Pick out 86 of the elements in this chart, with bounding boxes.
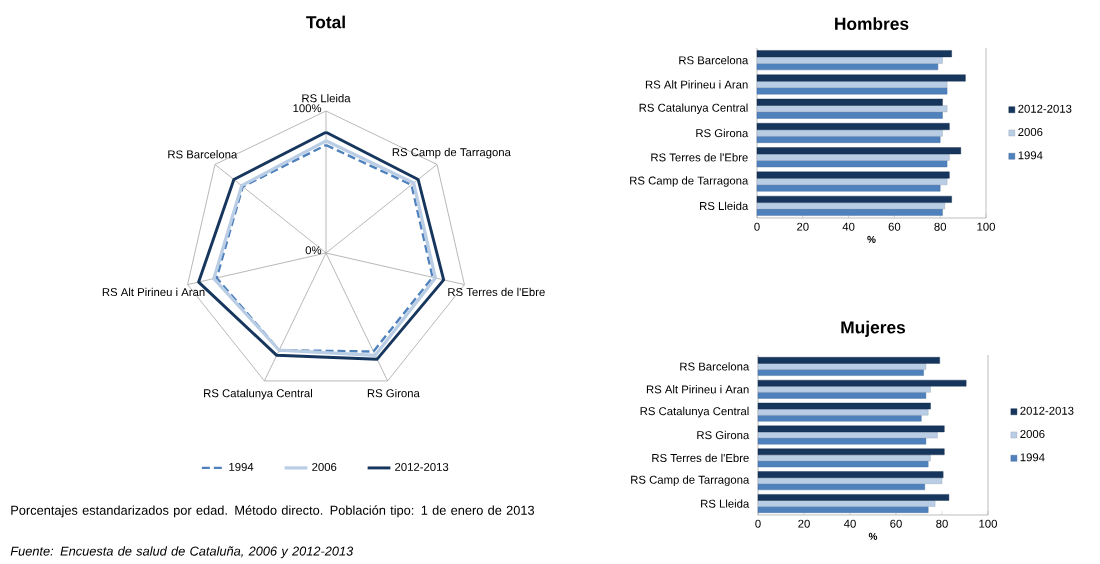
y-tick-label: RS Catalunya Central (639, 103, 748, 114)
bar (756, 160, 948, 168)
x-tick-label: 100 (977, 222, 995, 231)
x-axis-title: % (868, 532, 878, 540)
source-note: Fuente: Encuesta de salud de Cataluña, 2006 y 2012-2013 (10, 546, 354, 559)
legend-label: 2012-2013 (1020, 406, 1074, 415)
bar (757, 454, 931, 462)
bar (757, 408, 929, 416)
spoke-label: RS Terres de l'Ebre (448, 287, 545, 297)
bar (757, 357, 940, 364)
spoke-label: RS Girona (367, 388, 420, 398)
spoke-label: RS Lleida (302, 93, 351, 103)
bar (757, 437, 927, 445)
y-tick-label: 100% (293, 104, 322, 113)
legend-label: 2012-2013 (395, 462, 449, 471)
y-tick-label: 0% (305, 246, 322, 255)
bar (756, 50, 952, 58)
legend-label: 1994 (1020, 453, 1045, 462)
bar (757, 494, 950, 501)
x-tick-label: 100 (979, 519, 997, 528)
x-tick-label: 60 (890, 519, 902, 528)
bar (757, 431, 938, 439)
x-axis-title: % (867, 235, 876, 243)
x-tick-label: 40 (842, 222, 855, 231)
bar (757, 392, 927, 399)
x-tick-label: 60 (888, 222, 901, 231)
y-tick-label: RS Camp de Tarragona (631, 475, 750, 486)
y-tick-label: RS Alt Pirineu i Aran (646, 385, 749, 394)
legend-label: 2006 (312, 462, 337, 471)
x-tick-label: 0 (754, 222, 760, 231)
bar (757, 402, 931, 410)
y-tick-label: RS Terres de l'Ebre (652, 453, 749, 462)
bar (757, 506, 929, 513)
spoke-label: RS Barcelona (168, 150, 238, 159)
bar (757, 414, 922, 422)
spoke-label: RS Camp de Tarragona (392, 147, 511, 159)
bar (757, 500, 936, 507)
bar (757, 460, 929, 468)
chart-title: Hombres (835, 17, 909, 30)
bar (757, 379, 967, 387)
y-tick-label: RS Barcelona (679, 55, 749, 65)
x-tick-label: 40 (843, 519, 856, 528)
bar (756, 87, 948, 95)
bar (757, 448, 945, 455)
chart-title: Mujeres (841, 320, 906, 337)
bar (756, 123, 950, 130)
spoke-label: RS Catalunya Central (204, 388, 312, 400)
bar (757, 425, 945, 433)
bar (756, 105, 948, 113)
x-tick-label: 20 (797, 222, 809, 231)
bar (757, 386, 931, 393)
y-tick-label: RS Lleida (701, 499, 750, 508)
bar (756, 129, 943, 137)
bar (757, 477, 943, 484)
x-tick-label: 80 (936, 519, 948, 528)
bar (756, 202, 945, 210)
y-tick-label: RS Girona (697, 430, 750, 440)
spoke-label: RS Alt Pirineu i Aran (102, 287, 205, 297)
bar (757, 483, 925, 491)
bar (756, 195, 952, 203)
y-tick-label: RS Lleida (700, 201, 749, 210)
y-tick-label: RS Camp de Tarragona (630, 176, 749, 187)
bar (757, 369, 924, 376)
bar (756, 147, 962, 155)
legend-label: 1994 (1018, 151, 1043, 160)
legend-label: 1994 (229, 462, 254, 471)
legend-label: 2006 (1020, 430, 1045, 439)
x-tick-label: 80 (934, 222, 947, 231)
bar (757, 471, 944, 478)
bar (756, 74, 966, 82)
bar (756, 171, 950, 179)
bar (756, 184, 941, 192)
bar (756, 98, 943, 106)
legend-label: 2006 (1018, 128, 1043, 137)
y-tick-label: RS Barcelona (680, 362, 750, 371)
text: Porcentajes estandarizados por edad. Método directo. Población tipo: 1 de enero de 2013 (11, 505, 535, 518)
legend-label: 2012-2013 (1018, 104, 1072, 113)
bar (757, 363, 927, 370)
x-tick-label: 0 (755, 519, 761, 528)
y-tick-label: RS Girona (696, 128, 749, 138)
x-tick-label: 20 (798, 519, 810, 528)
y-tick-label: RS Terres de l'Ebre (651, 153, 748, 162)
chart-title: Total (306, 15, 345, 29)
y-tick-label: RS Catalunya Central (640, 406, 749, 418)
bar (756, 63, 939, 71)
y-tick-label: RS Alt Pirineu i Aran (645, 80, 748, 89)
